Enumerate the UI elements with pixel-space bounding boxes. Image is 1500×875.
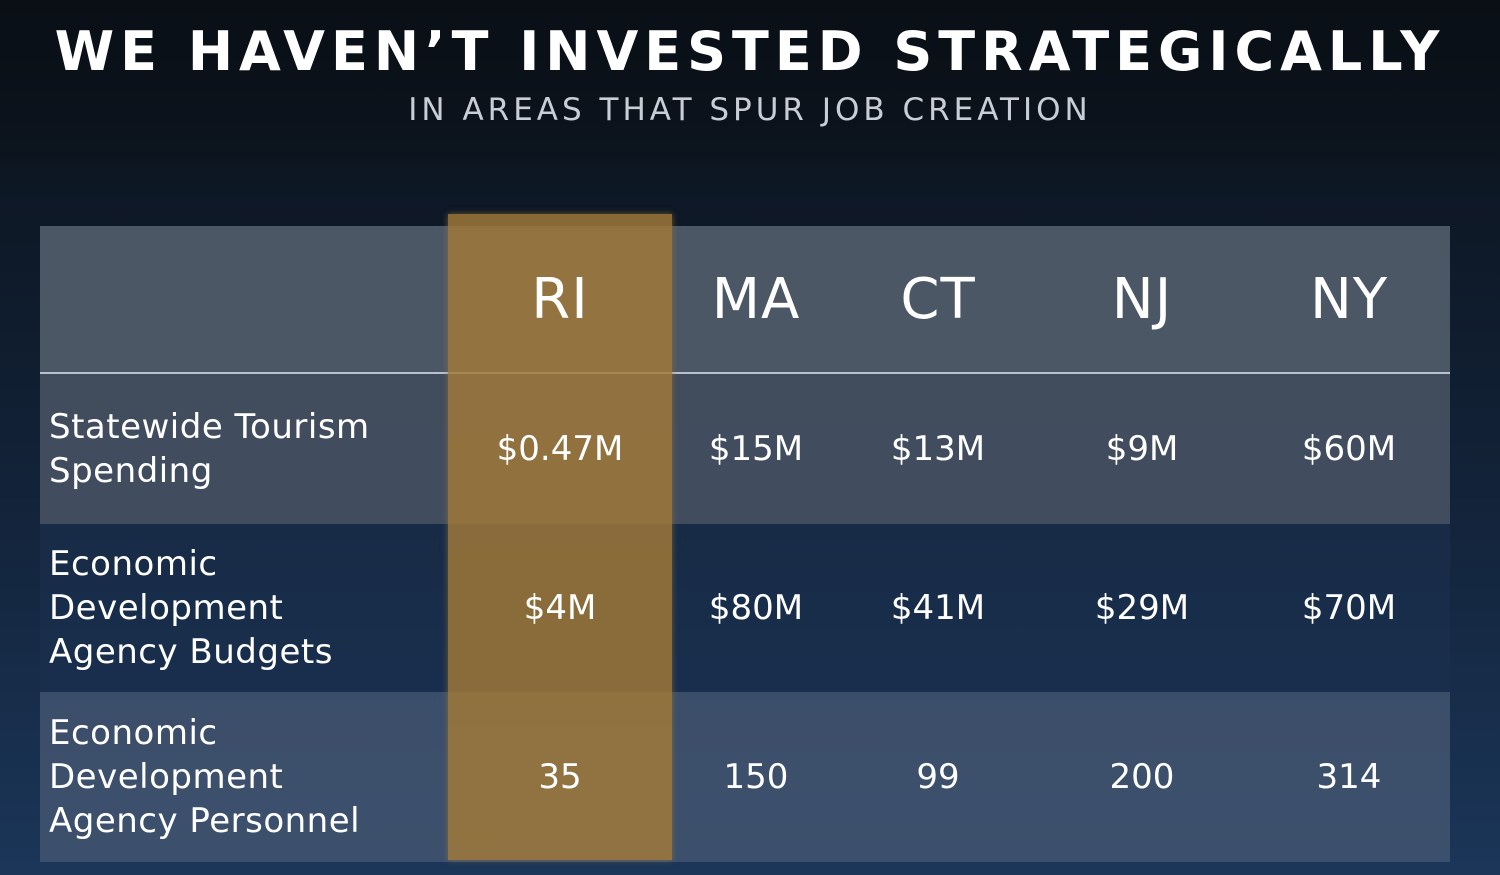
cell-personnel-ma: 150 [723,757,789,797]
table-row [40,524,1450,692]
page-subtitle: IN AREAS THAT SPUR JOB CREATION [408,92,1092,128]
row-label-tourism: Statewide Tourism Spending [49,407,370,491]
row-label-budgets: Economic Development Agency Budgets [49,544,333,672]
cell-budgets-ma: $80M [708,588,804,628]
column-header-nj: NJ [1111,266,1173,332]
comparison-table: RI MA CT NJ NY Statewide Tourism Spendin… [40,214,1450,862]
header-band: WE HAVEN’T INVESTED STRATEGICALLY IN ARE… [0,0,1500,165]
cell-budgets-nj: $29M [1094,588,1190,628]
cell-budgets-ri: $4M [523,588,597,628]
table-header-row [40,226,1450,372]
cell-tourism-ri: $0.47M [496,429,624,469]
cell-personnel-nj: 200 [1109,757,1175,797]
cell-personnel-ct: 99 [916,757,960,797]
cell-personnel-ny: 314 [1316,757,1382,797]
cell-tourism-ct: $13M [890,429,986,469]
cell-budgets-ct: $41M [890,588,986,628]
cell-tourism-ma: $15M [708,429,804,469]
page-title: WE HAVEN’T INVESTED STRATEGICALLY [54,20,1446,83]
column-header-ct: CT [900,266,976,332]
cell-tourism-nj: $9M [1105,429,1179,469]
table-row [40,374,1450,524]
cell-personnel-ri: 35 [538,757,582,797]
column-header-ma: MA [711,266,801,332]
row-label-personnel: Economic Development Agency Personnel [49,713,361,841]
table-row [40,692,1450,862]
column-header-ny: NY [1309,266,1389,332]
highlight-column-ri [448,214,672,860]
header-divider [40,372,1450,374]
cell-tourism-ny: $60M [1301,429,1397,469]
cell-budgets-ny: $70M [1301,588,1397,628]
column-header-ri: RI [531,266,589,332]
